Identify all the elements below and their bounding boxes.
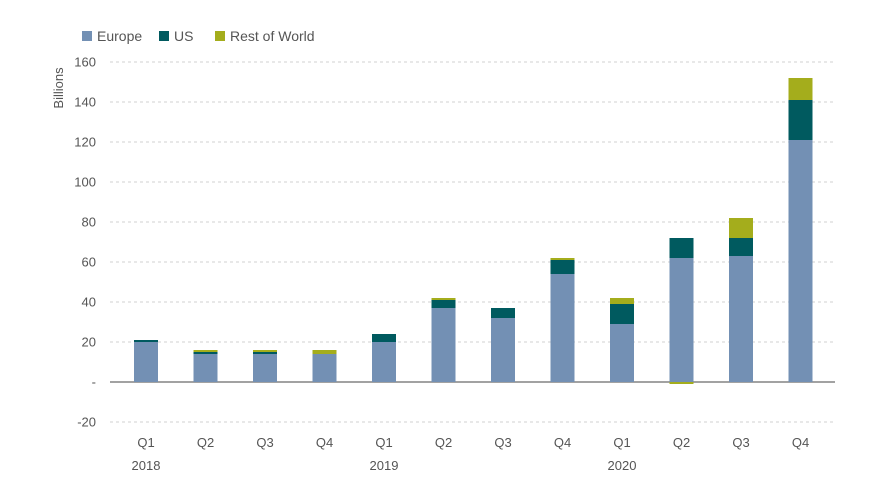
bar-us [253,352,277,354]
y-tick-label: 60 [82,255,96,270]
y-tick-label: 160 [74,55,96,70]
legend-label: Europe [97,28,142,44]
bar-us [610,304,634,324]
bar-us [134,340,158,342]
x-tick-label: Q4 [316,435,333,450]
bar-rest-of-world [253,350,277,352]
legend-label: US [174,28,193,44]
x-tick-label: Q3 [732,435,749,450]
bar-europe [372,342,396,382]
x-year-label: 2019 [370,458,399,473]
x-tick-label: Q2 [673,435,690,450]
bar-rest-of-world [312,350,337,354]
bar-us [491,308,515,318]
bar-europe [431,308,456,382]
y-tick-label: 80 [82,215,96,230]
x-year-label: 2020 [608,458,637,473]
x-tick-label: Q4 [792,435,809,450]
y-tick-label: 100 [74,175,96,190]
y-tick-label: - [92,375,96,390]
bar-europe [253,354,277,382]
gridlines [110,61,835,423]
legend: Europe US Rest of World [82,28,315,44]
y-tick-label: 140 [74,95,96,110]
bar-us [431,300,456,308]
bars [134,78,813,384]
bar-rest-of-world [610,298,634,304]
bar-us [669,238,694,258]
x-tick-label: Q3 [256,435,273,450]
y-axis-label: Billions [51,67,66,109]
bar-europe [729,256,753,382]
x-tick-label: Q4 [554,435,571,450]
x-tick-label: Q1 [613,435,630,450]
y-tick-label: -20 [77,415,96,430]
bar-us [550,260,575,274]
x-tick-label: Q3 [494,435,511,450]
bar-europe [193,354,218,382]
y-tick-label: 120 [74,135,96,150]
bar-us [729,238,753,256]
y-tick-label: 40 [82,295,96,310]
bar-rest-of-world [431,298,456,300]
bar-us [788,100,813,140]
x-tick-label: Q1 [137,435,154,450]
bar-rest-of-world [669,382,694,384]
legend-swatch [159,31,169,41]
legend-swatch [82,31,92,41]
x-year-label: 2018 [132,458,161,473]
bar-rest-of-world [550,258,575,260]
y-axis-ticks: 160 140 120 100 80 60 40 20 - -20 [74,55,96,430]
legend-label: Rest of World [230,28,315,44]
bar-rest-of-world [193,350,218,352]
bar-rest-of-world [788,78,813,100]
x-tick-label: Q1 [375,435,392,450]
bar-europe [550,274,575,382]
legend-swatch [215,31,225,41]
bar-europe [134,342,158,382]
bar-europe [669,258,694,382]
y-tick-label: 20 [82,335,96,350]
x-axis-ticks: Q1 Q2 Q3 Q4 Q1 Q2 Q3 Q4 Q1 Q2 Q3 Q4 2018 2019 2020 [132,435,810,473]
bar-us [372,334,396,342]
bar-europe [491,318,515,382]
bar-us [193,352,218,354]
bar-europe [788,140,813,382]
x-tick-label: Q2 [435,435,452,450]
x-tick-label: Q2 [197,435,214,450]
bar-rest-of-world [729,218,753,238]
bar-europe [312,354,337,382]
bar-europe [610,324,634,382]
